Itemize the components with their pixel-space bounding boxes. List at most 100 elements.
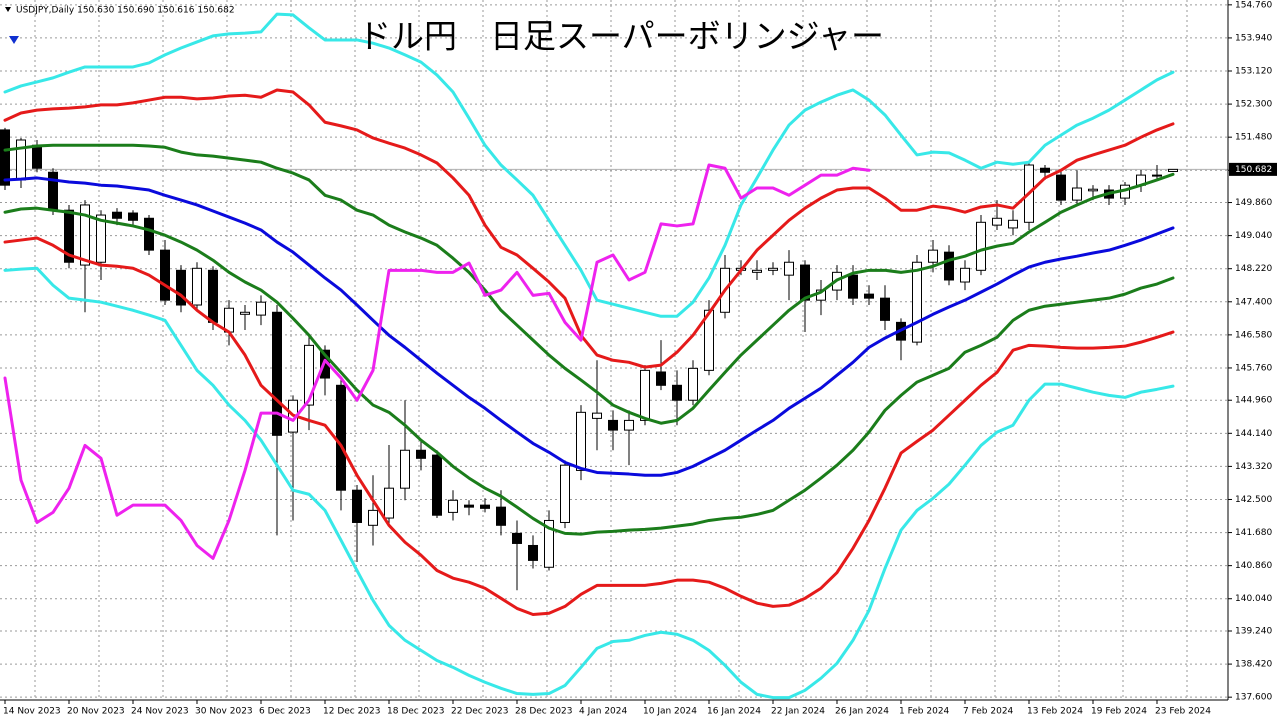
x-tick-label: 28 Dec 2023 <box>515 707 573 717</box>
x-tick-label: 19 Feb 2024 <box>1091 707 1147 717</box>
y-tick-label: 147.400 <box>1235 297 1272 307</box>
band-line <box>3 143 1175 425</box>
candle-body-down <box>128 212 138 221</box>
candle-body-down <box>656 371 666 386</box>
candle-body-down <box>272 311 282 436</box>
candle-body-up <box>304 344 314 406</box>
candle-body-up <box>240 311 250 315</box>
y-tick-label: 149.860 <box>1235 198 1272 208</box>
candle-body-up <box>928 249 938 263</box>
y-tick-label: 153.940 <box>1235 33 1272 43</box>
candle-body-up <box>960 267 970 283</box>
candle-body-up <box>624 419 634 431</box>
candle-body-down <box>208 269 218 323</box>
candle-body-up <box>1168 168 1178 172</box>
y-tick-label: 149.040 <box>1235 231 1272 241</box>
band-line <box>3 163 871 560</box>
x-tick-label: 1 Feb 2024 <box>899 707 950 717</box>
y-tick-label: 143.320 <box>1235 462 1272 472</box>
candle-body-down <box>352 489 362 523</box>
candle-body-up <box>1008 219 1018 229</box>
x-tick-label: 4 Jan 2024 <box>579 707 627 717</box>
candle-body-down <box>176 269 186 306</box>
candle-body-up <box>448 499 458 513</box>
candle-body-down <box>112 211 122 219</box>
candle-body-down <box>608 419 618 431</box>
y-tick-label: 138.420 <box>1235 660 1272 670</box>
x-tick-label: 16 Jan 2024 <box>707 707 761 717</box>
candle-body-down <box>480 504 490 509</box>
x-tick-label: 22 Jan 2024 <box>771 707 825 717</box>
candle-body-down <box>336 384 346 491</box>
candle-body-up <box>400 449 410 489</box>
candle-body-down <box>0 129 10 186</box>
x-tick-label: 23 Feb 2024 <box>1155 707 1211 717</box>
candle-body-down <box>48 171 58 211</box>
candle-body-up <box>704 309 714 371</box>
band-line <box>3 176 1175 477</box>
x-tick-label: 6 Dec 2023 <box>259 707 311 717</box>
chart-header: USDJPY,Daily 150.630 150.690 150.616 150… <box>16 6 235 16</box>
x-tick-label: 30 Nov 2023 <box>195 707 253 717</box>
band-line <box>3 12 1175 318</box>
candle-body-up <box>80 204 90 266</box>
y-tick-label: 154.760 <box>1235 0 1272 10</box>
y-tick-label: 148.220 <box>1235 264 1272 274</box>
candle-body-up <box>784 261 794 276</box>
candle-body-down <box>144 217 154 251</box>
y-tick-label: 146.580 <box>1235 330 1272 340</box>
candle-body-down <box>64 209 74 263</box>
sell-arrow-icon <box>9 36 19 44</box>
y-tick-label: 139.240 <box>1235 627 1272 637</box>
y-tick-label: 144.960 <box>1235 396 1272 406</box>
last-price-label: 150.682 <box>1235 165 1272 175</box>
candle-body-down <box>1040 167 1050 173</box>
band-line <box>3 266 1175 700</box>
candle-body-up <box>768 267 778 271</box>
candle-body-up <box>192 267 202 306</box>
candle-body-down <box>496 506 506 526</box>
lines <box>3 12 1175 700</box>
candle-body-down <box>512 532 522 544</box>
band-line <box>3 206 1175 536</box>
chart-title: ドル円 日足スーパーボリンジャー <box>358 17 884 56</box>
last-price-box <box>1229 162 1277 176</box>
candle-body-up <box>752 269 762 273</box>
x-tick-label: 20 Nov 2023 <box>67 707 125 717</box>
candle-body-down <box>432 454 442 516</box>
candle-body-up <box>16 139 26 181</box>
y-tick-label: 145.760 <box>1235 363 1272 373</box>
x-tick-label: 10 Jan 2024 <box>643 707 697 717</box>
candle-body-up <box>1088 188 1098 192</box>
candle-body-up <box>1072 187 1082 201</box>
candle-body-down <box>416 449 426 459</box>
x-tick-label: 7 Feb 2024 <box>963 707 1014 717</box>
candle-body-down <box>864 293 874 299</box>
candle-body-up <box>912 261 922 343</box>
x-tick-label: 26 Jan 2024 <box>835 707 889 717</box>
candle-body-down <box>464 504 474 508</box>
candle-body-down <box>800 264 810 301</box>
candle-body-up <box>560 464 570 523</box>
y-tick-label: 140.860 <box>1235 561 1272 571</box>
y-tick-label: 152.300 <box>1235 100 1272 110</box>
y-tick-label: 141.680 <box>1235 528 1272 538</box>
candle-body-up <box>976 221 986 271</box>
candle-body-up <box>576 411 586 471</box>
grid <box>0 0 1228 700</box>
y-tick-label: 140.040 <box>1235 594 1272 604</box>
x-tick-label: 22 Dec 2023 <box>451 707 509 717</box>
y-tick-label: 137.600 <box>1235 693 1272 703</box>
candle-body-down <box>1056 174 1066 201</box>
band-line <box>3 88 1175 369</box>
band-line <box>3 236 1175 616</box>
candle-body-down <box>848 274 858 299</box>
candle-body-up <box>1152 174 1162 177</box>
candle-body-down <box>672 384 682 401</box>
candle-body-up <box>544 519 554 568</box>
x-tick-label: 18 Dec 2023 <box>387 707 445 717</box>
menu-icon <box>5 7 11 12</box>
candle-body-up <box>96 214 106 263</box>
